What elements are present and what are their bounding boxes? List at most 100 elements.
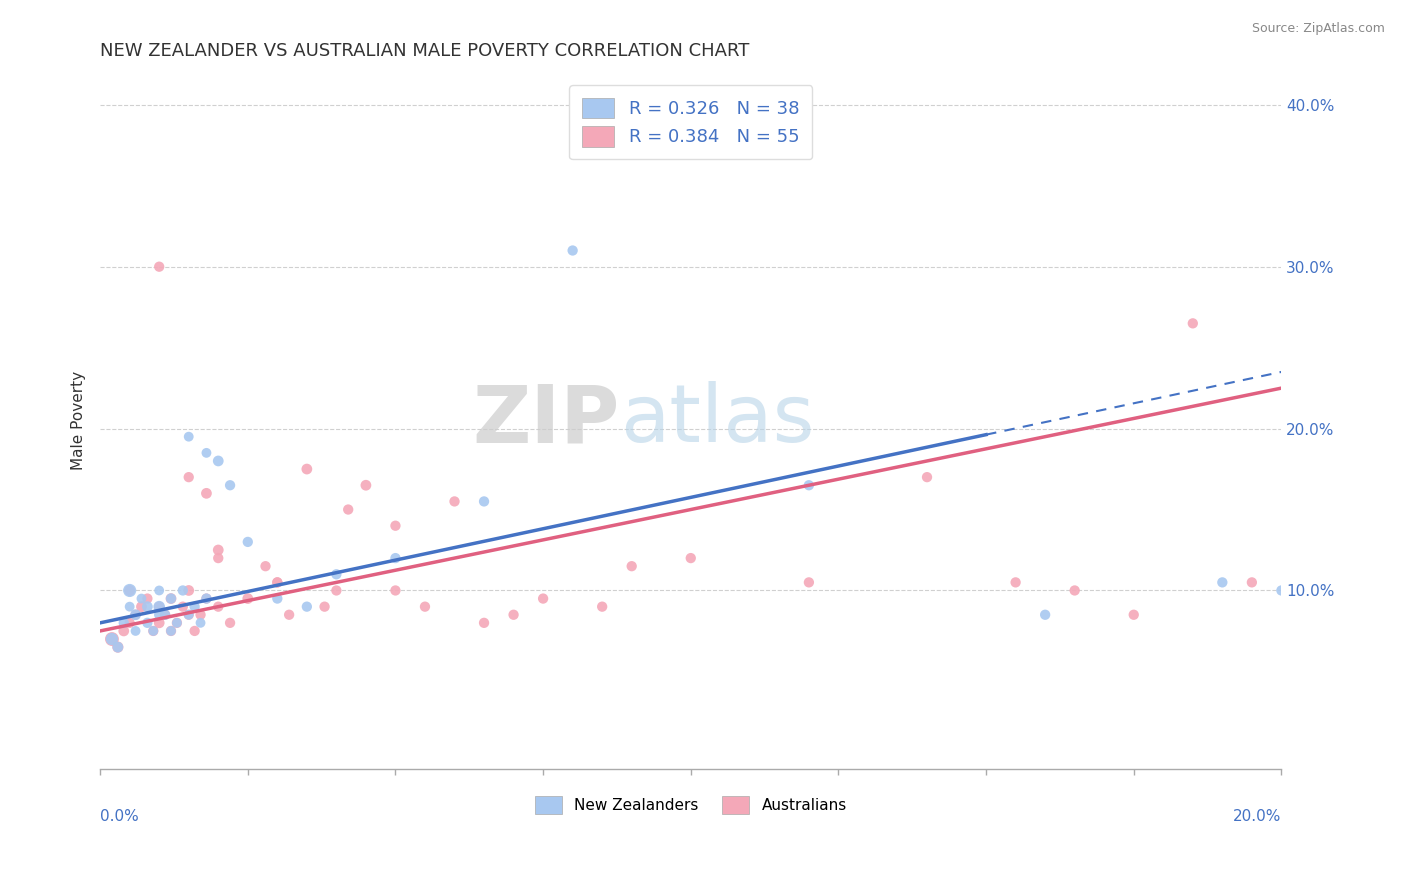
Point xyxy=(148,615,170,630)
Point xyxy=(148,599,170,614)
Point xyxy=(1122,607,1144,622)
Point xyxy=(797,575,820,590)
Point xyxy=(101,632,124,646)
Point xyxy=(160,624,183,638)
Point xyxy=(190,607,212,622)
Point xyxy=(384,518,406,533)
Point xyxy=(124,624,146,638)
Point xyxy=(177,470,200,484)
Point xyxy=(314,599,336,614)
Point xyxy=(124,607,146,622)
Point xyxy=(266,575,288,590)
Point xyxy=(172,599,194,614)
Point xyxy=(148,583,170,598)
Y-axis label: Male Poverty: Male Poverty xyxy=(72,371,86,470)
Text: Source: ZipAtlas.com: Source: ZipAtlas.com xyxy=(1251,22,1385,36)
Point xyxy=(219,615,242,630)
Point xyxy=(295,462,318,476)
Point xyxy=(142,624,165,638)
Point xyxy=(183,599,205,614)
Point xyxy=(325,583,347,598)
Point xyxy=(101,632,124,646)
Point xyxy=(236,535,259,549)
Point xyxy=(166,615,188,630)
Point xyxy=(148,260,170,274)
Point xyxy=(354,478,377,492)
Point xyxy=(325,567,347,582)
Point xyxy=(502,607,524,622)
Point xyxy=(118,615,141,630)
Point xyxy=(107,640,129,654)
Point xyxy=(136,615,159,630)
Point xyxy=(195,591,218,606)
Point xyxy=(413,599,436,614)
Point xyxy=(561,244,583,258)
Point xyxy=(915,470,938,484)
Point xyxy=(118,599,141,614)
Point xyxy=(384,551,406,566)
Point xyxy=(118,583,141,598)
Point xyxy=(195,591,218,606)
Point xyxy=(1211,575,1233,590)
Text: 0.0%: 0.0% xyxy=(100,809,139,824)
Point xyxy=(1181,317,1204,331)
Point xyxy=(112,624,135,638)
Point xyxy=(472,494,495,508)
Point xyxy=(131,599,153,614)
Point xyxy=(1063,583,1085,598)
Text: ZIP: ZIP xyxy=(472,382,620,459)
Point xyxy=(183,624,205,638)
Point xyxy=(118,583,141,598)
Point xyxy=(207,454,229,468)
Point xyxy=(266,591,288,606)
Point xyxy=(160,591,183,606)
Point xyxy=(195,486,218,500)
Point xyxy=(1270,583,1292,598)
Point xyxy=(472,615,495,630)
Point xyxy=(136,591,159,606)
Point xyxy=(153,607,176,622)
Point xyxy=(166,615,188,630)
Point xyxy=(107,640,129,654)
Point xyxy=(190,615,212,630)
Text: 20.0%: 20.0% xyxy=(1233,809,1281,824)
Point xyxy=(679,551,702,566)
Point xyxy=(207,599,229,614)
Point xyxy=(531,591,554,606)
Point xyxy=(1033,607,1056,622)
Point xyxy=(172,583,194,598)
Point xyxy=(1004,575,1026,590)
Point xyxy=(207,543,229,558)
Text: NEW ZEALANDER VS AUSTRALIAN MALE POVERTY CORRELATION CHART: NEW ZEALANDER VS AUSTRALIAN MALE POVERTY… xyxy=(100,42,749,60)
Point xyxy=(443,494,465,508)
Point xyxy=(337,502,360,516)
Legend: New Zealanders, Australians: New Zealanders, Australians xyxy=(529,790,853,820)
Point xyxy=(207,551,229,566)
Point xyxy=(177,583,200,598)
Point xyxy=(160,624,183,638)
Point xyxy=(266,575,288,590)
Point xyxy=(160,591,183,606)
Point xyxy=(177,607,200,622)
Point xyxy=(620,559,643,574)
Point xyxy=(384,583,406,598)
Point xyxy=(1240,575,1263,590)
Point xyxy=(295,599,318,614)
Point xyxy=(797,478,820,492)
Point xyxy=(131,591,153,606)
Point xyxy=(136,599,159,614)
Point xyxy=(195,446,218,460)
Point xyxy=(177,430,200,444)
Point xyxy=(153,607,176,622)
Point xyxy=(236,591,259,606)
Text: atlas: atlas xyxy=(620,382,814,459)
Point xyxy=(148,607,170,622)
Point xyxy=(254,559,277,574)
Point xyxy=(591,599,613,614)
Point xyxy=(278,607,301,622)
Point xyxy=(124,607,146,622)
Point xyxy=(219,478,242,492)
Point xyxy=(148,599,170,614)
Point xyxy=(177,607,200,622)
Point xyxy=(142,624,165,638)
